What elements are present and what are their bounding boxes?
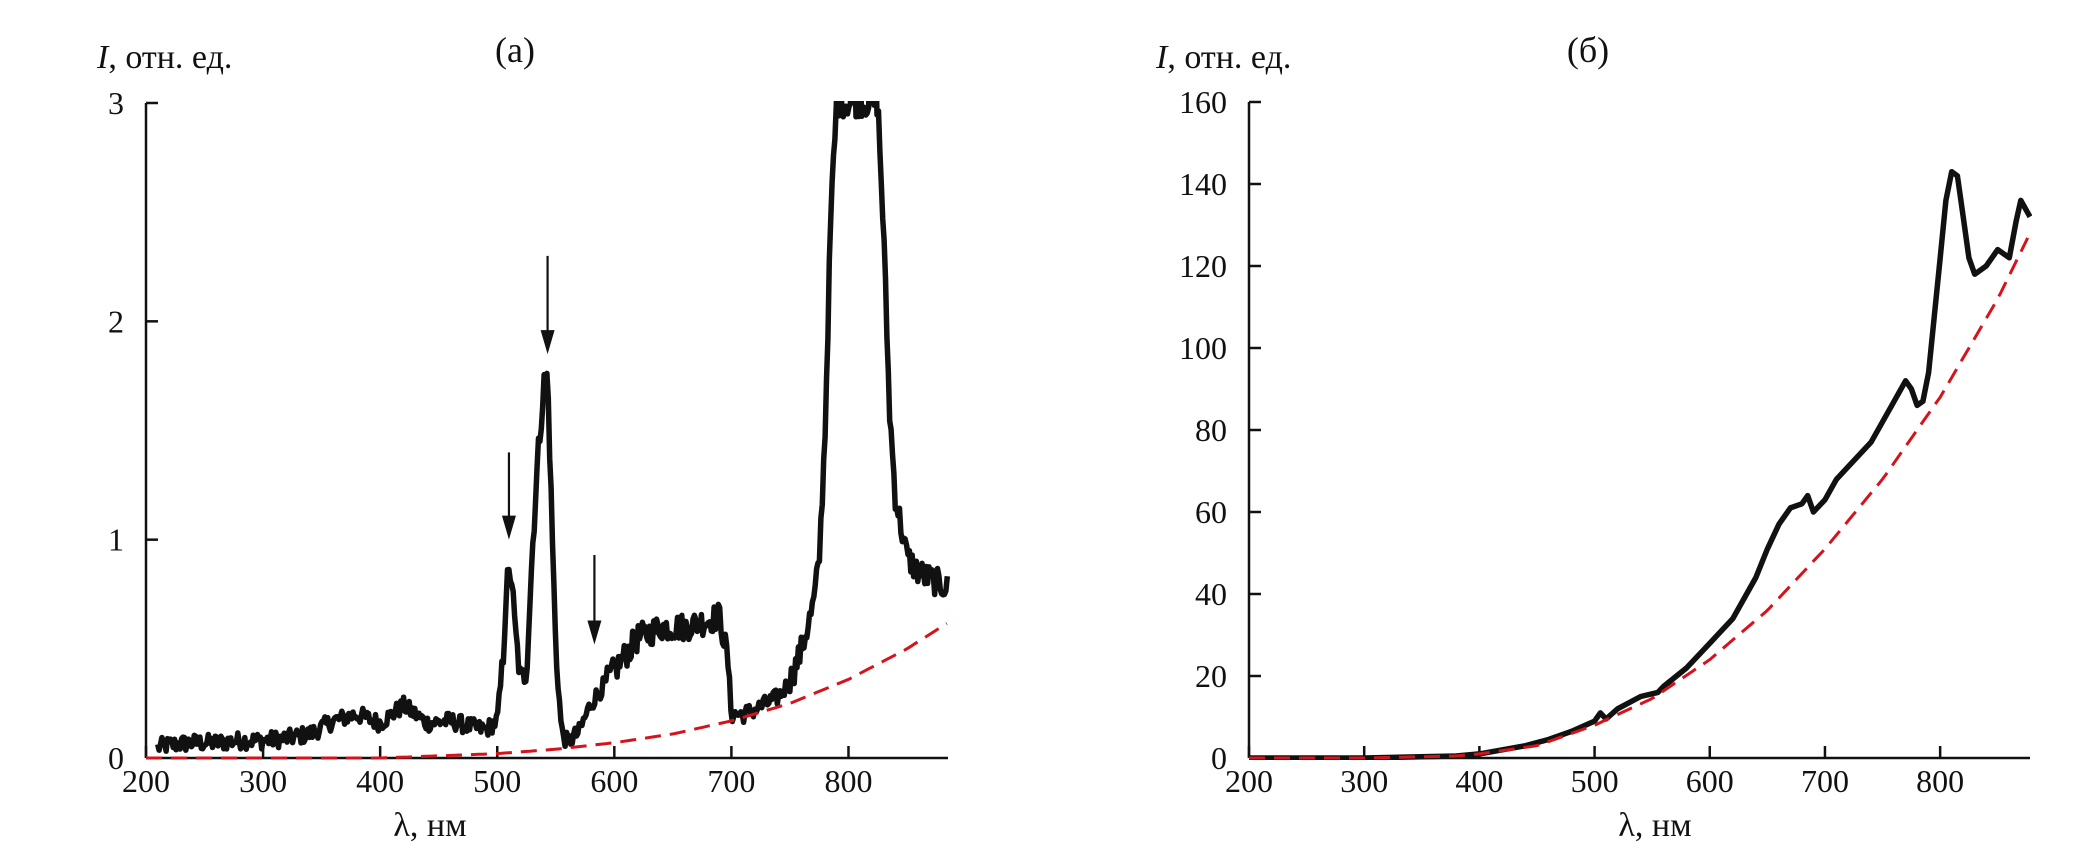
panel-a-x-tick-label: 500 bbox=[473, 763, 521, 799]
panel-b-xlabel: λ, нм bbox=[1618, 807, 1691, 844]
panel-a-plot-area bbox=[146, 101, 950, 760]
panel-a-arrow bbox=[540, 255, 555, 355]
panel-b-ylabel: I, отн. ед. bbox=[1155, 39, 1291, 76]
panel-a-arrow bbox=[587, 554, 602, 645]
panel-b-x-tick-label: 300 bbox=[1340, 763, 1388, 799]
panel-a-x-tick-label: 400 bbox=[356, 763, 404, 799]
panel-b-plot-area bbox=[1249, 168, 2032, 760]
panel-b-y-tick-label: 120 bbox=[1179, 248, 1227, 284]
panel-a-y-tick-label: 1 bbox=[108, 522, 124, 558]
panel-b-y-tick-label: 60 bbox=[1195, 494, 1227, 530]
panel-a-measured-curve bbox=[155, 101, 950, 754]
panel-a-arrow bbox=[501, 452, 516, 540]
panel-a-x-tick-label: 600 bbox=[590, 763, 638, 799]
panel-b-y-tick-label: 140 bbox=[1179, 166, 1227, 202]
panel-b-x-tick-label: 600 bbox=[1686, 763, 1734, 799]
panel-a-x-tick-label: 200 bbox=[122, 763, 170, 799]
panel-a: (а) I, отн. ед. λ, нм 200 300 400 500 600 700… bbox=[96, 30, 950, 844]
panel-a-arrow-head bbox=[587, 620, 602, 645]
panel-b-label: (б) bbox=[1567, 30, 1609, 70]
panel-a-y-tick-label: 0 bbox=[108, 740, 124, 776]
panel-b-y-tick-label: 160 bbox=[1179, 84, 1227, 120]
panel-b-axes: 200 300 400 500 600 700 800 0 20 40 60 80 100 120 140 1… bbox=[1179, 84, 2030, 799]
panel-b-y-tick-label: 40 bbox=[1195, 576, 1227, 612]
panel-a-x-tick-label: 800 bbox=[824, 763, 872, 799]
panel-a-label: (а) bbox=[495, 30, 535, 70]
panel-a-xlabel: λ, нм bbox=[393, 807, 466, 844]
panel-a-x-tick-label: 300 bbox=[239, 763, 287, 799]
panel-b-measured-curve bbox=[1249, 168, 2032, 760]
panel-a-fit-curve bbox=[146, 622, 948, 760]
panel-b-x-tick-label: 800 bbox=[1916, 763, 1964, 799]
panel-a-x-tick-label: 700 bbox=[707, 763, 755, 799]
panel-a-axes: 200 300 400 500 600 700 800 0 1 2 3 bbox=[108, 85, 948, 799]
panel-b-y-tick-label: 80 bbox=[1195, 412, 1227, 448]
panel-b-x-tick-label: 500 bbox=[1571, 763, 1619, 799]
panel-b-ylabel-symbol: I bbox=[1155, 39, 1169, 76]
panel-a-arrow-head bbox=[540, 330, 555, 355]
panel-b-x-tick-label: 200 bbox=[1225, 763, 1273, 799]
panel-b-x-tick-label: 700 bbox=[1801, 763, 1849, 799]
panel-a-ylabel-units: , отн. ед. bbox=[108, 39, 232, 76]
panel-b-x-tick-label: 400 bbox=[1455, 763, 1503, 799]
panel-a-y-tick-label: 3 bbox=[108, 85, 124, 121]
panel-b-y-tick-label: 20 bbox=[1195, 658, 1227, 694]
panel-b-y-tick-label: 100 bbox=[1179, 330, 1227, 366]
panel-b: (б) I, отн. ед. λ, нм 200 300 400 500 600 700… bbox=[1155, 30, 2032, 844]
panel-b-ylabel-units: , отн. ед. bbox=[1167, 39, 1291, 76]
panel-a-ylabel: I, отн. ед. bbox=[96, 39, 232, 76]
panel-a-y-tick-label: 2 bbox=[108, 303, 124, 339]
panel-b-y-tick-label: 0 bbox=[1211, 740, 1227, 776]
panel-a-ylabel-symbol: I bbox=[96, 39, 110, 76]
panel-b-fit-curve bbox=[1249, 237, 2030, 760]
panel-a-arrow-head bbox=[501, 515, 516, 540]
